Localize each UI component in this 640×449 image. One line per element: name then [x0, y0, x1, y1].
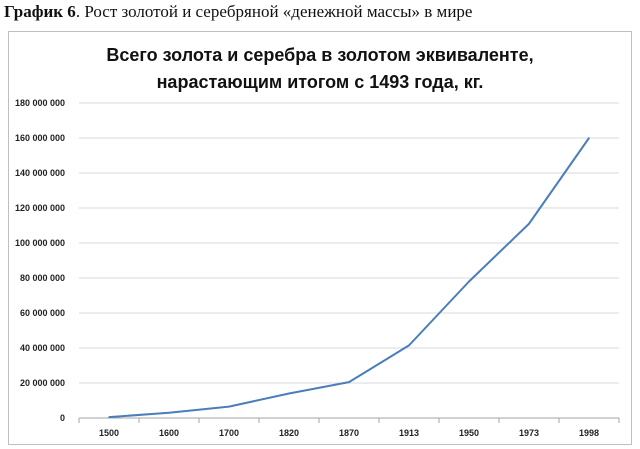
x-tick-label: 1950 [459, 428, 479, 438]
caption-label: График 6 [4, 2, 76, 21]
x-axis [78, 417, 620, 423]
data-point [588, 137, 590, 139]
gridlines [79, 102, 619, 384]
y-tick-label: 180 000 000 [15, 98, 65, 108]
x-tick-labels: 1500 1600 1700 1820 1870 1913 1950 1973 1998 [99, 428, 599, 438]
figure-caption: График 6. Рост золотой и серебряной «ден… [4, 2, 472, 22]
data-point [348, 381, 350, 383]
data-point [228, 405, 230, 408]
chart-title: Всего золота и серебра в золотом эквивал… [106, 45, 533, 92]
x-tick-label: 1600 [159, 428, 179, 438]
data-point [108, 416, 110, 418]
chart-container: Всего золота и серебра в золотом эквивал… [8, 31, 632, 445]
data-point [528, 222, 530, 225]
y-tick-label: 100 000 000 [15, 238, 65, 248]
x-tick-label: 1973 [519, 428, 539, 438]
x-tick-label: 1870 [339, 428, 359, 438]
y-tick-label: 0 [60, 413, 65, 423]
y-tick-label: 160 000 000 [15, 133, 65, 143]
data-point [288, 392, 290, 395]
y-tick-label: 120 000 000 [15, 203, 65, 213]
x-tick-label: 1700 [219, 428, 239, 438]
y-tick-label: 140 000 000 [15, 168, 65, 178]
data-point [408, 344, 410, 347]
y-tick-label: 80 000 000 [20, 273, 65, 283]
data-point [468, 280, 470, 283]
x-tick-label: 1913 [399, 428, 419, 438]
chart-title-line: нарастающим итогом с 1493 года, кг. [157, 72, 484, 92]
y-tick-labels: 0 20 000 000 40 000 000 60 000 000 80 000 00… [15, 98, 65, 423]
data-point [168, 411, 170, 414]
x-tick-label: 1998 [579, 428, 599, 438]
caption-text: . Рост золотой и серебряной «денежной ма… [75, 2, 473, 21]
y-tick-label: 60 000 000 [20, 308, 65, 318]
x-tick-label: 1500 [99, 428, 119, 438]
series [108, 137, 590, 419]
chart-title-line: Всего золота и серебра в золотом эквивал… [106, 45, 533, 65]
y-tick-label: 20 000 000 [20, 378, 65, 388]
line-chart: Всего золота и серебра в золотом эквивал… [15, 45, 620, 438]
x-tick-label: 1820 [279, 428, 299, 438]
y-tick-label: 40 000 000 [20, 343, 65, 353]
